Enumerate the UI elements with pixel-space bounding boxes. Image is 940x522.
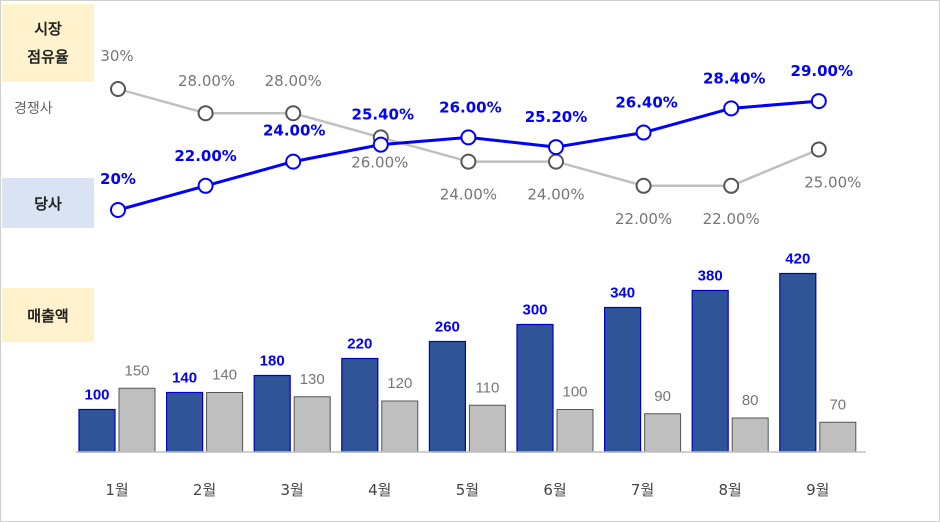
bar-label-competitor-8: 80 [742, 392, 759, 409]
share-title-box: 시장 점유율 [2, 4, 94, 82]
bar-ours-9 [779, 272, 817, 453]
line-label-ours-3: 24.00% [263, 122, 325, 140]
bar-competitor-9 [819, 421, 857, 453]
point-competitor-7 [635, 177, 652, 194]
point-ours-9 [810, 93, 827, 110]
bar-label-ours-5: 260 [435, 319, 460, 336]
bar-label-competitor-6: 100 [562, 384, 587, 401]
tick-label-7: 7월 [631, 481, 654, 499]
bar-ours-8 [691, 289, 729, 453]
point-competitor-5 [460, 153, 477, 170]
tick-label-4: 4월 [368, 481, 391, 499]
point-ours-3 [285, 153, 302, 170]
ours-legend-box: 당사 [2, 178, 94, 228]
bar-ours-4 [341, 357, 379, 453]
bar-label-ours-7: 340 [610, 285, 635, 302]
point-ours-6 [548, 139, 564, 156]
bar-competitor-2 [206, 392, 244, 453]
line-label-competitor-3: 28.00% [265, 72, 322, 90]
line-label-competitor-2: 28.00% [178, 72, 235, 90]
point-competitor-9 [810, 141, 827, 158]
bar-label-competitor-5: 110 [475, 379, 499, 396]
bar-competitor-4 [381, 400, 419, 453]
bar-label-ours-9: 420 [785, 251, 810, 268]
point-competitor-3 [285, 105, 302, 122]
point-ours-8 [723, 100, 740, 117]
line-label-ours-9: 29.00% [791, 62, 853, 80]
line-label-competitor-9: 25.00% [804, 174, 861, 192]
bar-label-competitor-4: 120 [387, 375, 412, 392]
tick-label-2: 2월 [193, 481, 216, 499]
bar-label-competitor-2: 140 [212, 367, 237, 384]
competitor-legend-label: 경쟁사 [14, 101, 53, 117]
line-label-competitor-6: 24.00% [527, 186, 584, 204]
bar-competitor-8 [731, 417, 769, 453]
line-label-ours-6: 25.20% [525, 108, 587, 126]
share-title-line1: 시장 [34, 20, 62, 38]
bar-ours-5 [428, 340, 466, 453]
bar-label-competitor-3: 130 [300, 371, 325, 388]
bar-ours-6 [516, 323, 554, 453]
bar-ours-3 [253, 374, 291, 453]
point-ours-2 [197, 177, 214, 194]
line-label-ours-8: 28.40% [703, 69, 765, 87]
point-competitor-2 [197, 105, 214, 122]
point-ours-5 [460, 129, 477, 146]
line-label-ours-7: 26.40% [615, 94, 677, 112]
tick-label-6: 6월 [543, 481, 566, 499]
tick-label-5: 5월 [456, 481, 479, 499]
bar-label-competitor-7: 90 [654, 388, 671, 405]
bar-label-competitor-1: 150 [124, 362, 149, 379]
bar-label-ours-4: 220 [347, 336, 372, 353]
bar-label-competitor-9: 70 [829, 396, 846, 413]
point-ours-1 [110, 202, 126, 218]
bar-competitor-3 [293, 396, 331, 453]
bar-ours-1 [78, 408, 116, 453]
line-label-ours-4: 25.40% [352, 106, 414, 124]
bar-label-ours-6: 300 [522, 302, 547, 319]
line-label-ours-5: 26.00% [439, 98, 501, 116]
bar-competitor-5 [468, 404, 506, 453]
point-competitor-1 [110, 81, 126, 97]
point-competitor-8 [723, 177, 740, 194]
bar-competitor-7 [644, 413, 682, 453]
bar-label-ours-1: 100 [84, 387, 109, 404]
line-label-competitor-4: 26.00% [351, 153, 408, 171]
point-ours-7 [635, 124, 652, 141]
line-label-competitor-8: 22.00% [703, 210, 760, 228]
point-competitor-6 [548, 153, 564, 170]
tick-label-1: 1월 [105, 481, 128, 499]
line-label-competitor-7: 22.00% [615, 210, 672, 228]
bar-ours-7 [603, 306, 642, 453]
sales-title-box: 매출액 [2, 288, 94, 342]
share-title-line2: 점유율 [27, 48, 69, 66]
tick-label-9: 9월 [806, 481, 829, 499]
line-label-ours-2: 22.00% [174, 147, 236, 165]
line-label-competitor-5: 24.00% [440, 186, 497, 204]
bar-competitor-1 [118, 387, 156, 453]
tick-label-3: 3월 [281, 481, 304, 499]
bar-competitor-6 [556, 409, 594, 453]
bar-label-ours-8: 380 [698, 268, 723, 285]
bar-label-ours-3: 180 [260, 353, 285, 370]
bar-label-ours-2: 140 [172, 370, 197, 387]
tick-label-8: 8월 [719, 481, 742, 499]
line-label-ours-1: 20% [100, 170, 136, 188]
point-ours-4 [372, 136, 389, 153]
bar-ours-2 [166, 391, 204, 453]
line-label-competitor-1: 30% [100, 47, 133, 65]
